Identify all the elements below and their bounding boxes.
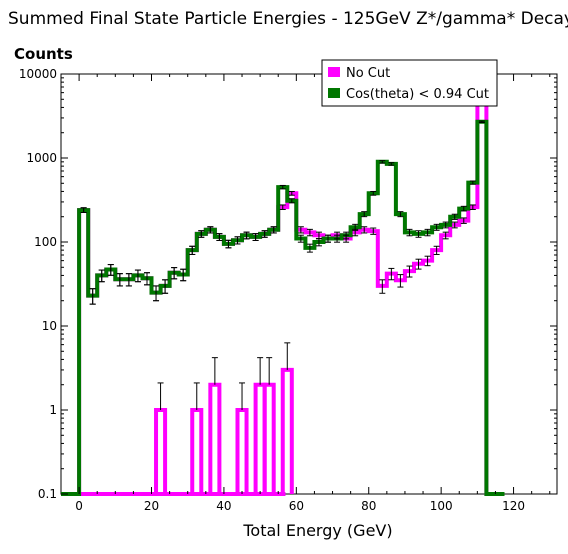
x-tick-label: 80 [361,499,376,513]
y-tick-label: 10 [42,319,57,333]
no-cut-low-bins [61,367,294,496]
no-cut-low-bin [208,382,222,494]
chart-title: Summed Final State Particle Energies - 1… [8,9,568,29]
plot-border [60,73,558,495]
y-tick-label: 10000 [19,67,57,81]
no-cut-low-bin [235,408,249,494]
y-axis-label: Counts [14,45,73,63]
legend-swatch-cos-cut [328,88,340,98]
y-tick-label: 0.1 [38,487,57,501]
x-tick-label: 20 [144,499,159,513]
axes: 0 20 40 60 80 100 120 0.1 1 10 100 1000 10000 [19,67,557,513]
no-cut-low-bin [280,367,294,494]
chart-legend: No Cut Cos(theta) < 0.94 Cut [321,59,498,107]
y-tick-label: 100 [34,235,57,249]
x-tick-label: 100 [430,499,453,513]
x-tick-label: 0 [75,499,83,513]
y-tick-label: 1000 [26,151,57,165]
no-cut-low-bin [262,382,276,494]
y-tick-label: 1 [49,403,57,417]
x-tick-label: 60 [289,499,304,513]
x-tick-label: 40 [216,499,231,513]
error-bars [80,83,485,410]
x-tick-label: 120 [502,499,525,513]
no-cut-low-bin [154,408,168,494]
plot-area [60,73,558,495]
legend-label-cos-cut: Cos(theta) < 0.94 Cut [346,87,489,102]
no-cut-low-bin [190,408,204,494]
legend-box [321,59,498,107]
legend-swatch-no-cut [328,67,340,77]
x-axis-label: Total Energy (GeV) [242,521,392,540]
legend-label-no-cut: No Cut [346,66,390,81]
